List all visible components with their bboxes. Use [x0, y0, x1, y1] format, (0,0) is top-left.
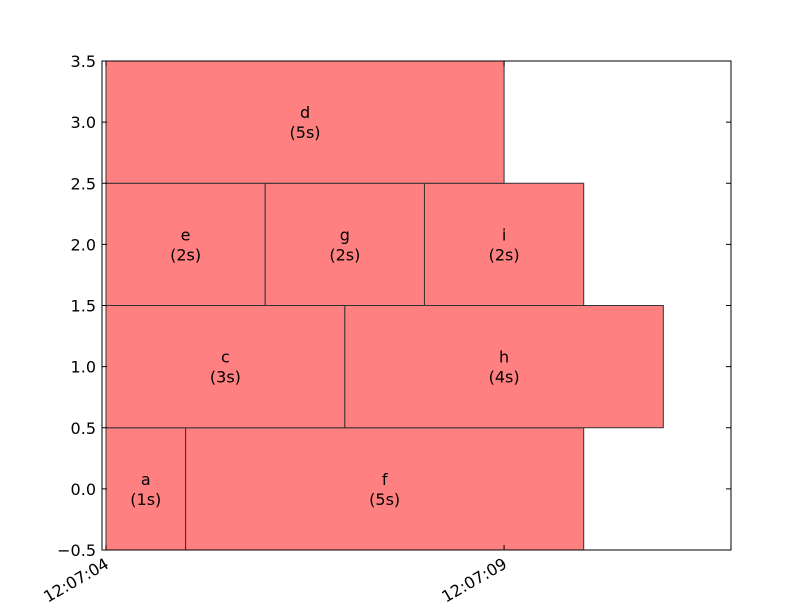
bar-duration-label: (2s)	[170, 245, 201, 264]
bar-rect	[423, 182, 585, 306]
x-tick-label: 12:07:04	[40, 554, 112, 606]
y-tick-label: 1.5	[71, 297, 96, 316]
bar-rect	[264, 182, 425, 306]
bar-duration-label: (5s)	[369, 490, 400, 509]
y-tick-label: 2.5	[71, 174, 96, 193]
y-tick-label: 1.0	[71, 358, 96, 377]
bar-name-label: e	[181, 225, 191, 244]
bar-i: i(2s)	[423, 182, 585, 306]
y-tick-label: 2.0	[71, 235, 96, 254]
bar-g: g(2s)	[264, 182, 425, 306]
bar-f: f(5s)	[185, 427, 585, 551]
y-tick-label: 3.5	[71, 52, 96, 71]
bars-layer: a(1s)f(5s)c(3s)h(4s)e(2s)g(2s)i(2s)d(5s)	[105, 60, 664, 551]
bar-duration-label: (2s)	[489, 245, 520, 264]
y-tick-label: 0.0	[71, 480, 96, 499]
bar-d: d(5s)	[105, 60, 505, 184]
y-tick-label: 3.0	[71, 113, 96, 132]
bar-duration-label: (5s)	[290, 123, 321, 142]
x-tick-label: 12:07:09	[438, 554, 510, 606]
bar-e: e(2s)	[105, 182, 266, 306]
y-tick-label: −0.5	[57, 541, 96, 560]
bar-duration-label: (1s)	[130, 490, 161, 509]
y-tick-label: 0.5	[71, 419, 96, 438]
y-axis: −0.5 0.0 0.5 1.0 1.5 2.0 2.5 3.0 3.5	[57, 52, 731, 560]
bar-name-label: d	[300, 103, 310, 122]
bar-name-label: f	[382, 470, 388, 489]
bar-rect	[105, 305, 346, 429]
bar-rect	[105, 60, 505, 184]
bar-a: a(1s)	[105, 427, 187, 551]
bar-duration-label: (4s)	[489, 368, 520, 387]
bar-c: c(3s)	[105, 305, 346, 429]
bar-h: h(4s)	[344, 305, 664, 429]
bar-name-label: c	[221, 348, 230, 367]
bar-rect	[105, 182, 266, 306]
bar-rect	[185, 427, 585, 551]
bar-duration-label: (2s)	[329, 245, 360, 264]
bar-name-label: g	[340, 225, 350, 244]
bar-duration-label: (3s)	[210, 368, 241, 387]
bar-rect	[105, 427, 187, 551]
bar-rect	[344, 305, 664, 429]
bar-name-label: a	[141, 470, 151, 489]
bar-name-label: i	[502, 225, 506, 244]
bar-name-label: h	[499, 348, 509, 367]
